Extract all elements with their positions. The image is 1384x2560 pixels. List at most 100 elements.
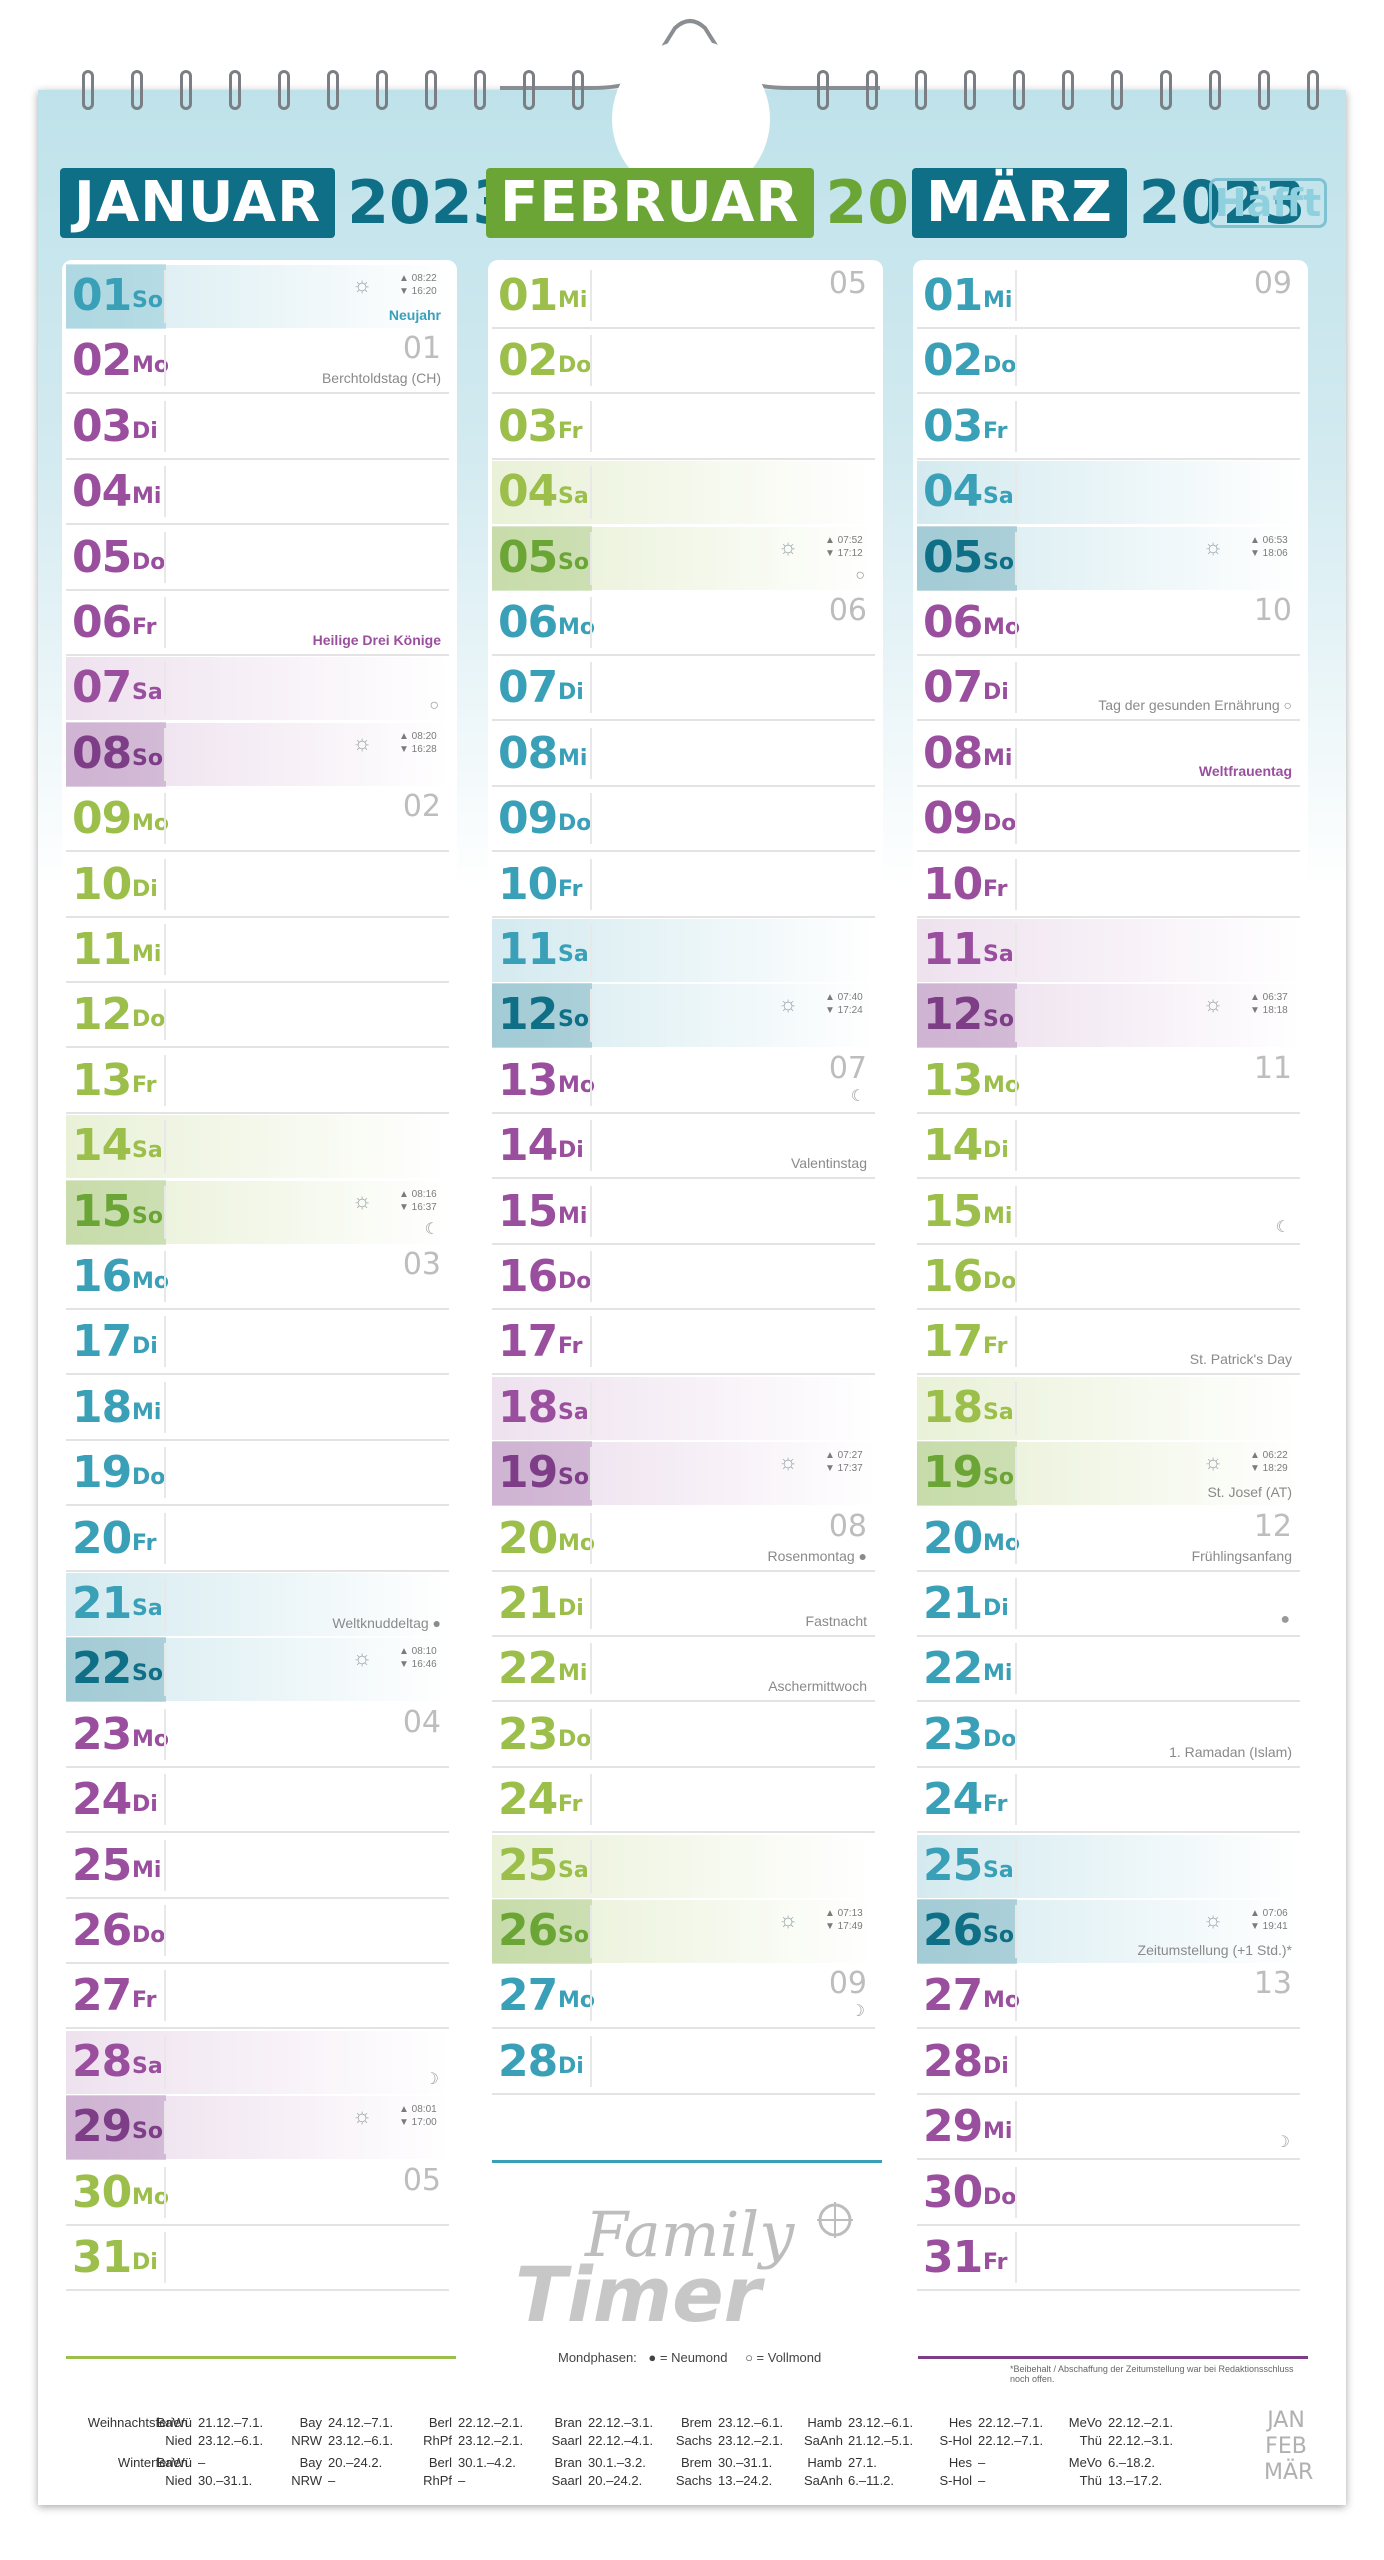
day-row: 08 Mi [492, 722, 875, 787]
legend-title: Mondphasen: [558, 2350, 637, 2365]
day-number: 22 [72, 1643, 132, 1695]
holiday-state: Nied [165, 2473, 192, 2488]
weekday: Mi [132, 1399, 162, 1425]
day-number: 02 [498, 335, 558, 387]
row-divider [1015, 1643, 1017, 1695]
day-number: 14 [498, 1120, 558, 1172]
row-divider [1015, 1120, 1017, 1172]
sunrise-time: ▲ 06:22 [1250, 1450, 1288, 1462]
day-row: 06 Mo 10 [917, 591, 1300, 656]
sunday-marker [66, 2095, 166, 2161]
day-number: 09 [923, 793, 983, 845]
binding-ring [866, 70, 878, 110]
weekend-band [66, 1573, 449, 1636]
weekday: Mi [983, 288, 1013, 313]
day-row: 19 Do [66, 1441, 449, 1507]
weekday: Di [132, 1792, 158, 1818]
holiday-state: NRW [291, 2433, 322, 2448]
holiday-state: Bran [554, 2455, 582, 2470]
row-divider [590, 1970, 592, 2022]
sunrise-time: ▲ 08:01 [399, 2104, 437, 2116]
row-divider [590, 1120, 592, 1172]
day-row: 01 Mi 05 [492, 264, 875, 329]
weekday: So [558, 1007, 589, 1033]
row-divider [164, 1905, 166, 1956]
day-row: 30 Do [917, 2161, 1300, 2226]
holiday-dates: 23.12.–6.1. [328, 2433, 394, 2448]
weekday: Fr [983, 2250, 1008, 2275]
month-abbreviations: JAN FEB MÄR [1264, 2408, 1313, 2486]
weekday: Mo [558, 615, 596, 640]
row-divider [1015, 989, 1017, 1043]
moon-phase-icon: ○ [855, 566, 865, 584]
weekend-band [66, 2030, 449, 2094]
weekday: Do [558, 1269, 592, 1294]
event-label: Aschermittwoch [768, 1678, 867, 1695]
row-divider [590, 662, 592, 714]
day-row: 09 Mo 02 [66, 787, 449, 853]
weekday: So [558, 1465, 589, 1491]
day-row: 14 Di [917, 1114, 1300, 1180]
weekday: Fr [983, 876, 1008, 902]
weekday: Mo [558, 1988, 596, 2014]
row-divider [590, 1905, 592, 1958]
day-number: 05 [72, 531, 132, 583]
weekday: Do [983, 2184, 1017, 2210]
sun-icon: ☼ [352, 729, 373, 755]
event-label: Heilige Drei Könige [312, 632, 441, 648]
day-row: 13 Fr [66, 1049, 449, 1114]
sunrise-sunset: ☼ ▲ 07:52 ▼ 17:12 [774, 534, 869, 564]
day-number: 06 [923, 597, 983, 648]
row-divider [164, 531, 166, 583]
weekend-band [66, 1180, 449, 1244]
sunset-time: ▼ 16:37 [399, 1201, 437, 1213]
day-row: 08 So ☼ ▲ 08:20 ▼ 16:28 [66, 721, 449, 787]
sunrise-time: ▲ 08:10 [399, 1646, 437, 1658]
week-number: 05 [402, 2162, 441, 2198]
day-row: 19 So ☼ ▲ 06:22 ▼ 18:29 St. Josef (AT) [917, 1441, 1300, 1507]
day-number: 22 [923, 1643, 983, 1695]
sunrise-time: ▲ 07:13 [825, 1908, 863, 1919]
day-number: 24 [923, 1774, 983, 1826]
day-row: 10 Fr [917, 853, 1300, 918]
row-divider [164, 1578, 166, 1631]
event-label: St. Josef (AT) [1207, 1484, 1292, 1501]
day-number: 28 [72, 2035, 132, 2087]
moon-phase-icon: ☾ [850, 1087, 865, 1105]
holiday-dates: 23.12.–6.1. [718, 2415, 784, 2430]
holiday-state: Thü [1079, 2473, 1102, 2488]
holiday-state: Brem [680, 2455, 712, 2470]
column-underline [492, 2160, 882, 2163]
row-divider [164, 2232, 166, 2283]
weekday: Sa [132, 2053, 163, 2079]
holiday-dates: 22.12.–4.1. [588, 2433, 654, 2448]
row-divider [590, 727, 592, 779]
row-divider [164, 858, 166, 910]
weekday: Di [558, 1138, 584, 1164]
holiday-dates: 6.–11.2. [848, 2473, 895, 2488]
day-row: 06 Fr Heilige Drei Könige [66, 591, 449, 656]
weekend-band [66, 722, 449, 786]
day-row: 09 Do [492, 787, 875, 853]
weekday: Do [132, 1007, 166, 1033]
holiday-dates: 13.–17.2. [1108, 2473, 1163, 2488]
day-row: 09 Do [917, 787, 1300, 853]
holiday-state: NRW [291, 2473, 322, 2488]
day-row: 25 Mi [66, 1834, 449, 1899]
day-row: 19 So ☼ ▲ 07:27 ▼ 17:37 [492, 1441, 875, 1507]
day-number: 27 [498, 1970, 558, 2022]
day-row: 26 So ☼ ▲ 07:06 ▼ 19:41 Zeitumstellung (+1 St… [917, 1899, 1300, 1964]
day-number: 10 [72, 858, 132, 910]
row-divider [590, 1185, 592, 1237]
sunset-time: ▼ 19:41 [1250, 1921, 1288, 1932]
binding-ring [1013, 70, 1025, 110]
day-row: 24 Fr [917, 1768, 1300, 1834]
row-divider [164, 924, 166, 975]
holiday-state: MeVo [1068, 2415, 1102, 2430]
row-divider [1015, 1316, 1017, 1368]
week-number: 06 [828, 593, 867, 628]
day-number: 31 [72, 2232, 132, 2283]
binding-ring [1209, 70, 1221, 110]
sunrise-sunset: ☼ ▲ 07:13 ▼ 17:49 [774, 1907, 869, 1937]
compass-icon [817, 2202, 853, 2238]
